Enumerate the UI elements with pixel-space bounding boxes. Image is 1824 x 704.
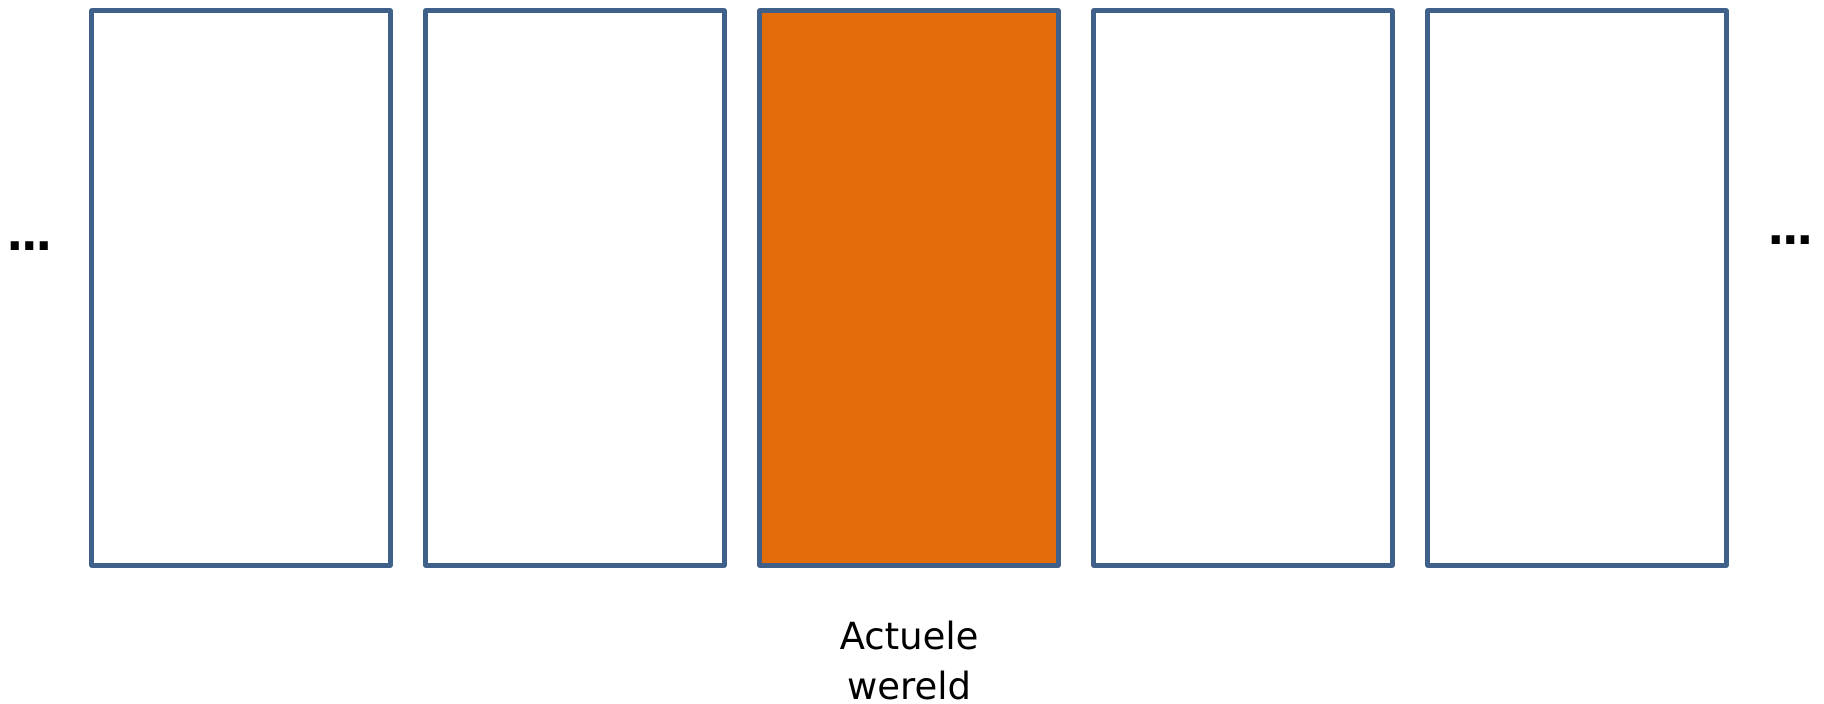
actual-world-caption: Actuele wereld bbox=[757, 612, 1061, 704]
ellipsis-left: ... bbox=[6, 207, 52, 261]
caption-line-1: Actuele bbox=[839, 615, 979, 658]
world-panel-5 bbox=[1425, 8, 1729, 568]
caption-line-2: wereld bbox=[847, 665, 971, 704]
world-panel-4 bbox=[1091, 8, 1395, 568]
world-panel-1 bbox=[89, 8, 393, 568]
world-panel-2 bbox=[423, 8, 727, 568]
actual-world-panel bbox=[757, 8, 1061, 568]
ellipsis-right: ... bbox=[1767, 201, 1813, 255]
